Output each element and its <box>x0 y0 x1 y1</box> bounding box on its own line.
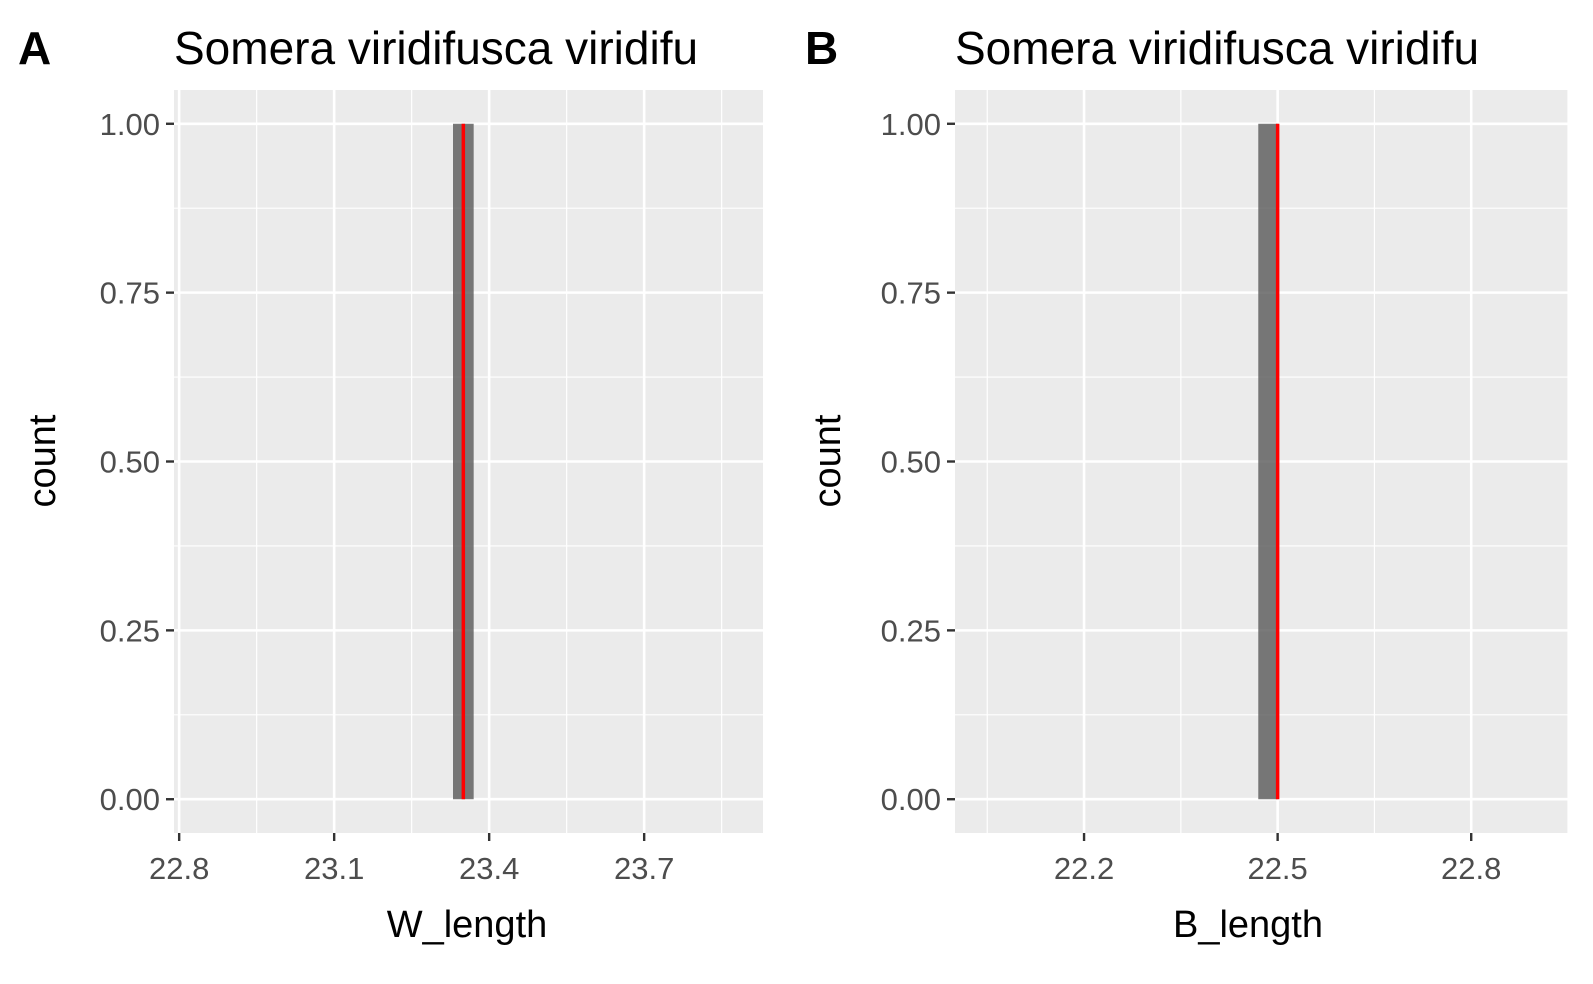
panel-a: A Somera viridifusca viridifu 0.000.250.… <box>18 22 763 946</box>
panel-tag: A <box>18 22 51 74</box>
y-tick-label: 0.00 <box>100 782 160 817</box>
x-tick-label: 22.2 <box>1054 851 1114 886</box>
y-tick-label: 0.75 <box>100 276 160 311</box>
x-axis-label: B_length <box>1173 904 1323 946</box>
panel-b: B Somera viridifusca viridifu 0.000.250.… <box>805 22 1569 946</box>
y-tick-label: 0.25 <box>100 613 160 648</box>
x-tick-label: 23.4 <box>459 851 519 886</box>
x-axis-label: W_length <box>387 904 548 946</box>
y-tick-label: 0.75 <box>881 276 941 311</box>
x-tick-label: 23.7 <box>614 851 674 886</box>
histogram-bar <box>1258 123 1278 800</box>
x-axis-ticks: 22.8 23.1 23.4 23.7 <box>149 833 674 886</box>
y-tick-label: 1.00 <box>881 107 941 142</box>
y-axis-label: count <box>807 414 849 507</box>
chart-title: Somera viridifusca viridifu <box>955 22 1479 74</box>
x-tick-label: 22.8 <box>1441 851 1501 886</box>
chart-title: Somera viridifusca viridifu <box>174 22 698 74</box>
y-tick-label: 0.50 <box>881 445 941 480</box>
y-axis-ticks: 0.00 0.25 0.50 0.75 1.00 <box>100 107 174 817</box>
x-tick-label: 22.5 <box>1247 851 1307 886</box>
y-tick-label: 0.50 <box>100 445 160 480</box>
y-axis-ticks: 0.00 0.25 0.50 0.75 1.00 <box>881 107 955 817</box>
y-axis-label: count <box>22 414 64 507</box>
y-tick-label: 0.00 <box>881 782 941 817</box>
x-axis-ticks: 22.2 22.5 22.8 <box>1054 833 1501 886</box>
y-tick-label: 1.00 <box>100 107 160 142</box>
histogram-bars <box>1258 123 1278 800</box>
x-tick-label: 22.8 <box>149 851 209 886</box>
panel-tag: B <box>805 22 838 74</box>
x-tick-label: 23.1 <box>304 851 364 886</box>
grid-lines <box>955 90 1569 833</box>
y-tick-label: 0.25 <box>881 613 941 648</box>
